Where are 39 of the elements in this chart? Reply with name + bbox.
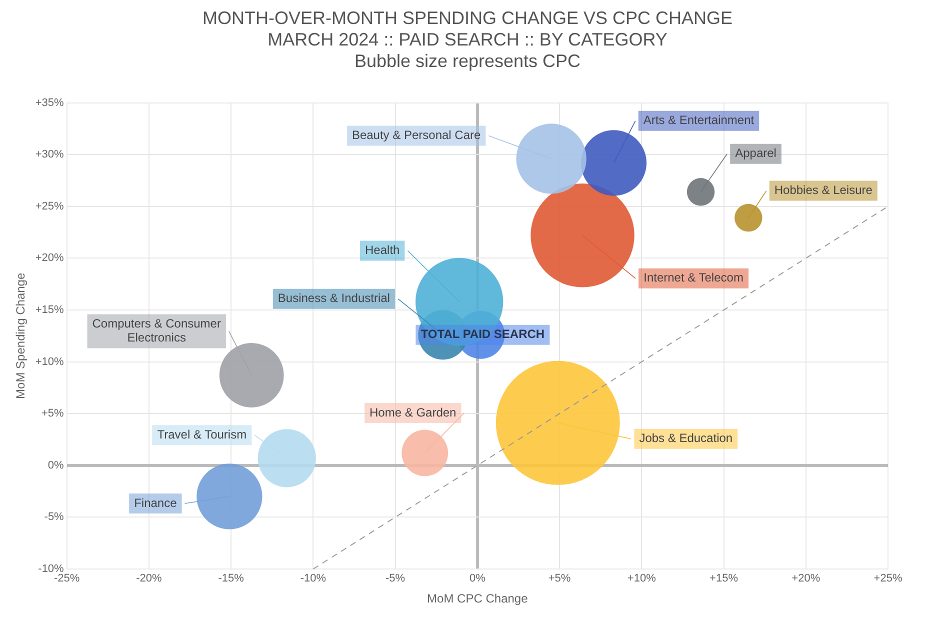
y-tick-label: -10% (38, 563, 64, 576)
x-tick-label: +10% (627, 572, 656, 585)
x-tick-label: +25% (874, 572, 902, 585)
x-tick-label: +15% (710, 572, 738, 585)
series-label: Arts & Entertainment (643, 113, 755, 128)
chart-subtitle: MARCH 2024 :: PAID SEARCH :: BY CATEGORY (268, 29, 668, 50)
x-axis-title: MoM CPC Change (427, 592, 528, 606)
text: Health (365, 243, 400, 258)
text: Beauty & Personal Care (352, 128, 482, 142)
series-label: Hobbies & Leisure (774, 183, 873, 198)
legend-label: Finance (134, 496, 178, 510)
y-tick-label: +10% (35, 356, 64, 368)
x-tick-label: -5% (386, 572, 406, 585)
x-tick-label: -15% (218, 572, 244, 585)
y-tick-label: 0% (48, 459, 64, 472)
y-tick-label: -5% (44, 511, 64, 524)
text: Business & Industrial (278, 291, 390, 306)
y-tick-label: +15% (35, 304, 64, 316)
text: Bubble size represents CPC (354, 50, 581, 71)
series-label: Computers & Consumer Electronics (92, 316, 221, 345)
series-label: TOTAL PAID SEARCH (420, 327, 545, 342)
x-tick-label: +20% (792, 572, 820, 585)
series-label: Travel & Tourism (157, 427, 247, 442)
x-tick-label: -20% (136, 572, 162, 585)
chart-title: MONTH-OVER-MONTH SPENDING CHANGE VS CPC CHANGE (202, 8, 733, 28)
x-tick-label: +5% (548, 572, 571, 585)
series-label: Internet & Telecom (644, 270, 744, 285)
y-tick-label: +30% (35, 148, 64, 161)
y-tick-label: +35% (35, 96, 64, 109)
y-tick-label: +25% (35, 200, 64, 212)
x-tick-label: -25% (54, 572, 80, 585)
x-tick-label: 0% (469, 572, 486, 585)
y-axis-title: MoM Spending Change (14, 272, 28, 399)
text: Apparel (735, 146, 776, 160)
series-label: Jobs & Education (639, 431, 733, 446)
x-tick-label: -10% (300, 572, 326, 585)
series-label: Home & Garden (370, 405, 456, 420)
y-tick-label: +5% (42, 408, 64, 420)
y-tick-label: +20% (35, 252, 64, 264)
